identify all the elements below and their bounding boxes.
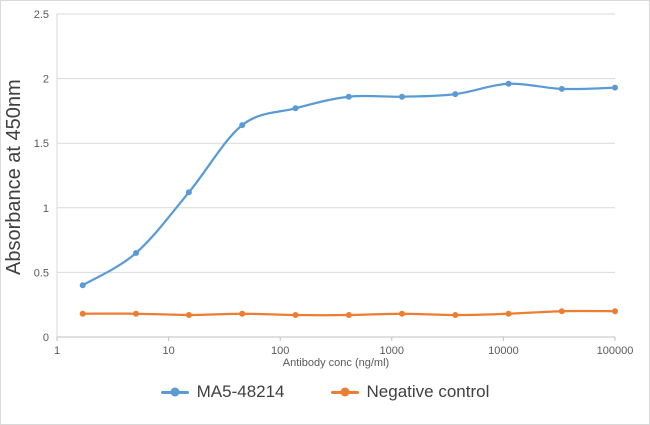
x-axis-title: Antibody conc (ng/ml) — [282, 357, 390, 369]
x-tick-label: 10000 — [488, 345, 519, 355]
data-point-marker — [292, 105, 299, 112]
data-point-marker — [239, 122, 246, 129]
data-point-marker — [399, 310, 405, 317]
legend-marker-orange-line-icon — [330, 390, 359, 394]
y-tick-label: 2 — [43, 74, 49, 86]
x-tick-label: 1000 — [380, 345, 404, 355]
data-point-marker — [185, 189, 192, 196]
y-tick-label: 1.5 — [34, 138, 49, 150]
y-tick-label: 0 — [43, 332, 49, 344]
data-point-marker — [345, 312, 352, 318]
data-point-marker — [185, 312, 192, 318]
data-point-marker — [239, 310, 246, 317]
plot-area: 0 0.5 1 1.5 2 2.5 1 10 100 1000 10000 100000 — [34, 9, 634, 355]
data-point-marker — [452, 312, 459, 318]
data-point-marker — [292, 312, 299, 318]
x-tick-label: 100 — [271, 345, 289, 355]
series-line-0 — [81, 82, 617, 287]
data-point-marker — [505, 310, 512, 317]
legend-marker-blue-line-icon — [160, 390, 189, 394]
data-point-marker — [399, 93, 405, 100]
data-point-marker — [558, 308, 565, 315]
data-point-marker — [505, 80, 512, 87]
data-point-marker — [612, 84, 618, 91]
legend-label: Negative control — [366, 382, 490, 401]
legend: MA5-48214 Negative control — [1, 382, 649, 402]
x-tick-label: 1 — [54, 345, 60, 355]
data-point-marker — [79, 282, 86, 289]
y-tick-label: 0.5 — [34, 267, 49, 279]
data-point-marker — [612, 308, 618, 315]
legend-item-ma5-48214: MA5-48214 — [160, 382, 285, 402]
legend-label: MA5-48214 — [196, 382, 285, 401]
data-point-marker — [133, 250, 139, 256]
legend-item-negative-control: Negative control — [330, 382, 490, 402]
y-tick-label: 2.5 — [34, 9, 49, 21]
data-point-marker — [558, 85, 565, 92]
data-point-marker — [79, 310, 86, 317]
data-point-marker — [452, 91, 459, 98]
data-point-marker — [133, 310, 139, 317]
x-tick-label: 10 — [162, 345, 174, 355]
x-tick-label: 100000 — [597, 345, 634, 355]
y-tick-label: 1 — [43, 203, 49, 215]
data-point-marker — [345, 93, 352, 100]
